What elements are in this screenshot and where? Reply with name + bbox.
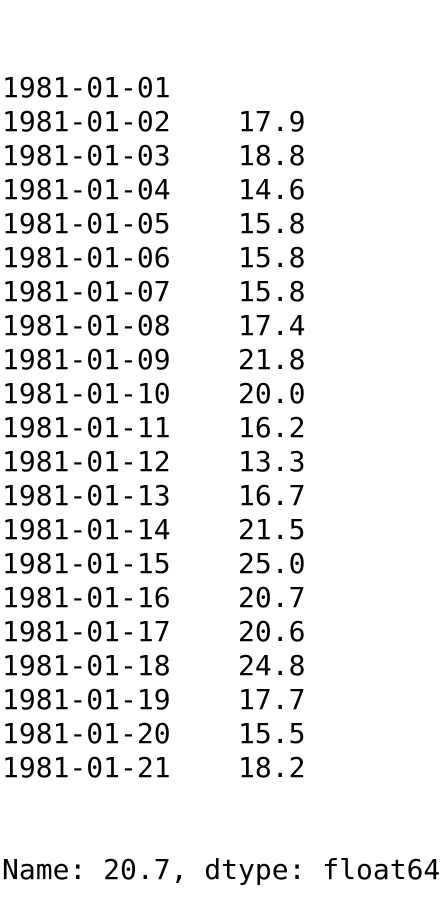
row-date: 1981-01-02 (2, 105, 238, 139)
row-value: 15.8 (238, 241, 358, 275)
row-value: 24.8 (238, 649, 358, 683)
series-row: 1981-01-20 15.5 (2, 717, 440, 751)
series-row: 1981-01-02 17.9 (2, 105, 440, 139)
row-date: 1981-01-10 (2, 377, 238, 411)
series-row: 1981-01-14 21.5 (2, 513, 440, 547)
row-date: 1981-01-13 (2, 479, 238, 513)
row-date: 1981-01-04 (2, 173, 238, 207)
row-value: 25.0 (238, 547, 358, 581)
row-value: 20.7 (238, 581, 358, 615)
row-date: 1981-01-09 (2, 343, 238, 377)
row-date: 1981-01-06 (2, 241, 238, 275)
row-date: 1981-01-03 (2, 139, 238, 173)
row-date: 1981-01-15 (2, 547, 238, 581)
series-row: 1981-01-06 15.8 (2, 241, 440, 275)
series-row: 1981-01-09 21.8 (2, 343, 440, 377)
row-date: 1981-01-05 (2, 207, 238, 241)
series-row: 1981-01-19 17.7 (2, 683, 440, 717)
series-row: 1981-01-11 16.2 (2, 411, 440, 445)
series-row: 1981-01-13 16.7 (2, 479, 440, 513)
series-row: 1981-01-08 17.4 (2, 309, 440, 343)
row-value: 15.8 (238, 275, 358, 309)
row-value: 18.8 (238, 139, 358, 173)
row-value (238, 71, 358, 105)
row-date: 1981-01-17 (2, 615, 238, 649)
series-rows: 1981-01-01 1981-01-02 17.9 1981-01-03 18.8 19… (2, 71, 440, 785)
series-row: 1981-01-12 13.3 (2, 445, 440, 479)
row-date: 1981-01-12 (2, 445, 238, 479)
row-date: 1981-01-18 (2, 649, 238, 683)
row-value: 20.6 (238, 615, 358, 649)
row-date: 1981-01-21 (2, 751, 238, 785)
row-value: 14.6 (238, 173, 358, 207)
series-footer: Name: 20.7, dtype: float64 (2, 853, 440, 887)
row-date: 1981-01-19 (2, 683, 238, 717)
row-value: 18.2 (238, 751, 358, 785)
series-row: 1981-01-01 (2, 71, 440, 105)
series-row: 1981-01-10 20.0 (2, 377, 440, 411)
series-row: 1981-01-07 15.8 (2, 275, 440, 309)
row-date: 1981-01-07 (2, 275, 238, 309)
series-row: 1981-01-17 20.6 (2, 615, 440, 649)
row-value: 15.5 (238, 717, 358, 751)
row-value: 21.5 (238, 513, 358, 547)
row-value: 17.4 (238, 309, 358, 343)
series-row: 1981-01-04 14.6 (2, 173, 440, 207)
series-row: 1981-01-15 25.0 (2, 547, 440, 581)
row-value: 20.0 (238, 377, 358, 411)
row-value: 13.3 (238, 445, 358, 479)
row-value: 16.7 (238, 479, 358, 513)
row-date: 1981-01-14 (2, 513, 238, 547)
series-row: 1981-01-05 15.8 (2, 207, 440, 241)
row-date: 1981-01-16 (2, 581, 238, 615)
console-output: 1981-01-01 1981-01-02 17.9 1981-01-03 18.8 19… (2, 3, 440, 921)
row-value: 16.2 (238, 411, 358, 445)
series-row: 1981-01-21 18.2 (2, 751, 440, 785)
row-date: 1981-01-01 (2, 71, 238, 105)
row-value: 21.8 (238, 343, 358, 377)
row-date: 1981-01-08 (2, 309, 238, 343)
row-date: 1981-01-20 (2, 717, 238, 751)
series-row: 1981-01-03 18.8 (2, 139, 440, 173)
row-value: 17.9 (238, 105, 358, 139)
row-value: 15.8 (238, 207, 358, 241)
series-row: 1981-01-16 20.7 (2, 581, 440, 615)
row-value: 17.7 (238, 683, 358, 717)
series-row: 1981-01-18 24.8 (2, 649, 440, 683)
row-date: 1981-01-11 (2, 411, 238, 445)
